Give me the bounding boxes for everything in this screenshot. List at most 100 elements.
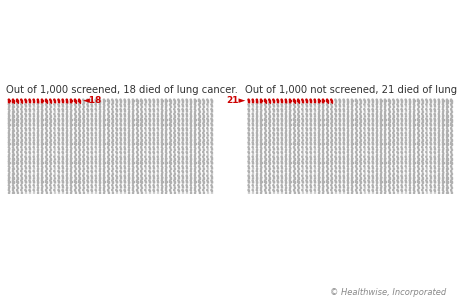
Circle shape [445,170,447,172]
Circle shape [351,113,352,115]
Circle shape [161,128,162,129]
Circle shape [363,175,364,176]
Circle shape [309,132,310,134]
Circle shape [99,166,100,167]
Circle shape [120,175,121,176]
Circle shape [99,142,100,143]
Circle shape [445,128,447,129]
Circle shape [355,123,356,124]
Circle shape [87,170,88,172]
Circle shape [116,128,117,129]
Circle shape [359,123,360,124]
Circle shape [268,118,269,119]
Circle shape [128,128,129,129]
Circle shape [161,113,162,115]
Circle shape [301,142,302,143]
Circle shape [116,147,117,148]
Circle shape [313,185,314,186]
Circle shape [318,156,319,157]
Circle shape [276,109,277,110]
Circle shape [91,189,92,190]
Circle shape [289,189,290,190]
Circle shape [74,185,75,186]
Circle shape [178,113,179,115]
Circle shape [153,109,154,110]
Circle shape [185,180,187,181]
Circle shape [149,147,150,148]
Circle shape [417,156,418,157]
Circle shape [371,132,372,134]
Circle shape [305,113,306,115]
Circle shape [359,113,360,115]
Circle shape [404,156,405,157]
Circle shape [128,170,129,172]
Circle shape [70,152,71,153]
Circle shape [264,189,265,190]
Circle shape [309,99,310,100]
Circle shape [280,109,281,110]
Circle shape [256,185,257,186]
Circle shape [8,137,10,138]
Circle shape [301,161,302,162]
Circle shape [33,118,34,119]
Circle shape [305,189,306,190]
Circle shape [268,180,269,181]
Circle shape [280,156,281,157]
Circle shape [45,166,46,167]
Circle shape [140,156,141,157]
Circle shape [198,113,199,115]
Circle shape [190,152,191,153]
Circle shape [371,166,372,167]
Circle shape [107,109,108,110]
Circle shape [380,180,381,181]
Circle shape [322,123,323,124]
Circle shape [264,109,265,110]
Circle shape [54,128,55,129]
Circle shape [367,142,368,143]
Circle shape [272,175,274,176]
Circle shape [210,113,212,115]
Circle shape [380,104,381,105]
Circle shape [202,180,203,181]
Circle shape [313,123,314,124]
Circle shape [136,156,137,157]
Circle shape [268,123,269,124]
Circle shape [116,175,117,176]
Circle shape [41,147,42,148]
Circle shape [120,185,121,186]
Circle shape [165,109,166,110]
Circle shape [371,170,372,172]
Circle shape [400,152,401,153]
Circle shape [429,185,430,186]
Circle shape [413,113,414,115]
Circle shape [326,156,327,157]
Circle shape [12,128,14,129]
Circle shape [437,128,438,129]
Circle shape [41,185,42,186]
Circle shape [37,113,38,115]
Circle shape [363,142,364,143]
Circle shape [413,189,414,190]
Circle shape [33,128,34,129]
Circle shape [421,137,422,138]
Circle shape [41,132,42,134]
Circle shape [149,180,150,181]
Circle shape [132,123,133,124]
Circle shape [280,99,281,100]
Circle shape [161,180,162,181]
Circle shape [136,104,137,105]
Circle shape [351,166,352,167]
Circle shape [62,99,63,100]
Circle shape [78,132,79,134]
Circle shape [95,185,96,186]
Circle shape [62,109,63,110]
Circle shape [116,118,117,119]
Circle shape [190,185,191,186]
Circle shape [449,161,451,162]
Circle shape [400,161,401,162]
Circle shape [256,123,257,124]
Circle shape [322,170,323,172]
Circle shape [54,137,55,138]
Circle shape [210,128,212,129]
Circle shape [33,123,34,124]
